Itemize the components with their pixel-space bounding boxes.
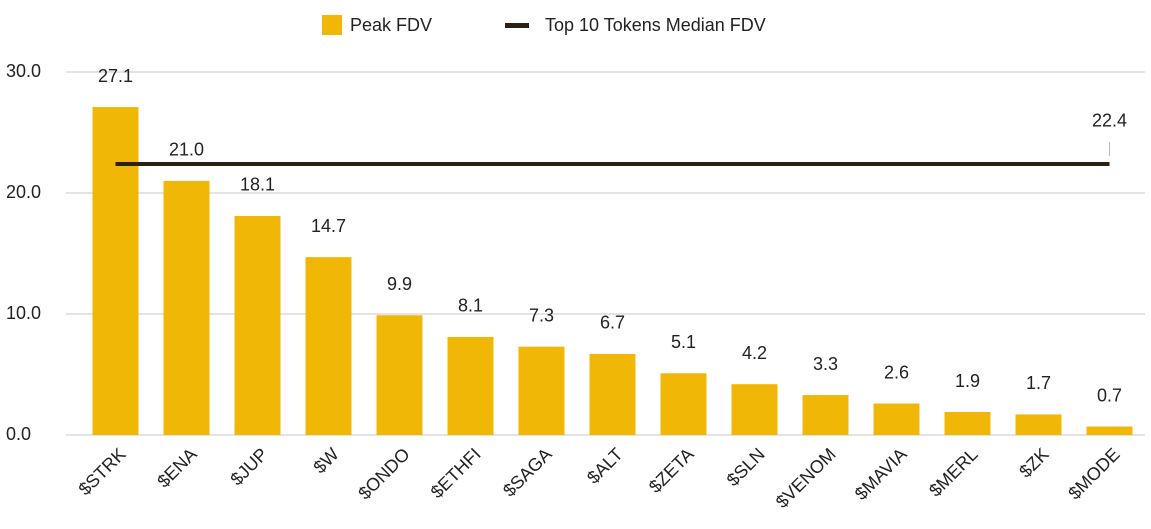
data-label: 1.7 bbox=[1026, 373, 1051, 393]
x-tick-label: $W bbox=[309, 444, 342, 477]
bar bbox=[376, 315, 423, 435]
bar bbox=[447, 336, 494, 435]
data-label: 21.0 bbox=[169, 140, 204, 160]
bar bbox=[518, 346, 565, 435]
bar bbox=[944, 412, 991, 435]
data-label: 8.1 bbox=[458, 296, 483, 316]
x-tick-label: $ETHFI bbox=[427, 444, 485, 502]
data-label: 22.4 bbox=[1092, 111, 1127, 131]
data-label: 2.6 bbox=[884, 362, 909, 382]
legend-label: Peak FDV bbox=[350, 15, 432, 35]
x-tick-label: $ZETA bbox=[645, 444, 698, 497]
data-label: 14.7 bbox=[311, 216, 346, 236]
data-label: 7.3 bbox=[529, 305, 554, 325]
x-tick-label: $SLN bbox=[723, 444, 769, 490]
bar bbox=[234, 215, 281, 435]
bar bbox=[873, 403, 920, 435]
bar bbox=[1015, 414, 1062, 435]
data-label: 3.3 bbox=[813, 354, 838, 374]
data-label: 9.9 bbox=[387, 274, 412, 294]
bar bbox=[660, 373, 707, 435]
x-tick-label: $ALT bbox=[583, 444, 627, 488]
bar bbox=[1086, 426, 1133, 435]
x-tick-label: $VENOM bbox=[772, 444, 840, 512]
legend-swatch bbox=[322, 15, 342, 35]
bar bbox=[305, 257, 352, 435]
x-tick-label: $MAVIA bbox=[851, 444, 911, 504]
x-tick-label: $JUP bbox=[226, 444, 271, 489]
x-tick-label: $SAGA bbox=[499, 444, 556, 501]
data-label: 5.1 bbox=[671, 332, 696, 352]
y-tick-label: 10.0 bbox=[6, 303, 41, 323]
data-label: 27.1 bbox=[98, 66, 133, 86]
y-tick-label: 20.0 bbox=[6, 182, 41, 202]
y-tick-label: 0.0 bbox=[6, 424, 31, 444]
x-tick-label: $ZK bbox=[1015, 444, 1052, 481]
data-label: 1.9 bbox=[955, 371, 980, 391]
legend-line-swatch bbox=[505, 23, 529, 28]
data-label: 0.7 bbox=[1097, 385, 1122, 405]
x-tick-label: $STRK bbox=[75, 444, 130, 499]
x-tick-label: $MERL bbox=[925, 444, 982, 501]
legend-label: Top 10 Tokens Median FDV bbox=[545, 15, 766, 35]
data-label: 18.1 bbox=[240, 175, 275, 195]
y-tick-label: 30.0 bbox=[6, 61, 41, 81]
data-label: 6.7 bbox=[600, 313, 625, 333]
bar bbox=[802, 395, 849, 435]
x-tick-label: $ONDO bbox=[354, 444, 413, 503]
bar bbox=[731, 384, 778, 435]
data-label: 4.2 bbox=[742, 343, 767, 363]
x-tick-label: $ENA bbox=[153, 444, 200, 491]
x-tick-label: $MODE bbox=[1064, 444, 1123, 503]
bar bbox=[163, 180, 210, 435]
bar bbox=[92, 107, 139, 435]
bar bbox=[589, 353, 636, 435]
